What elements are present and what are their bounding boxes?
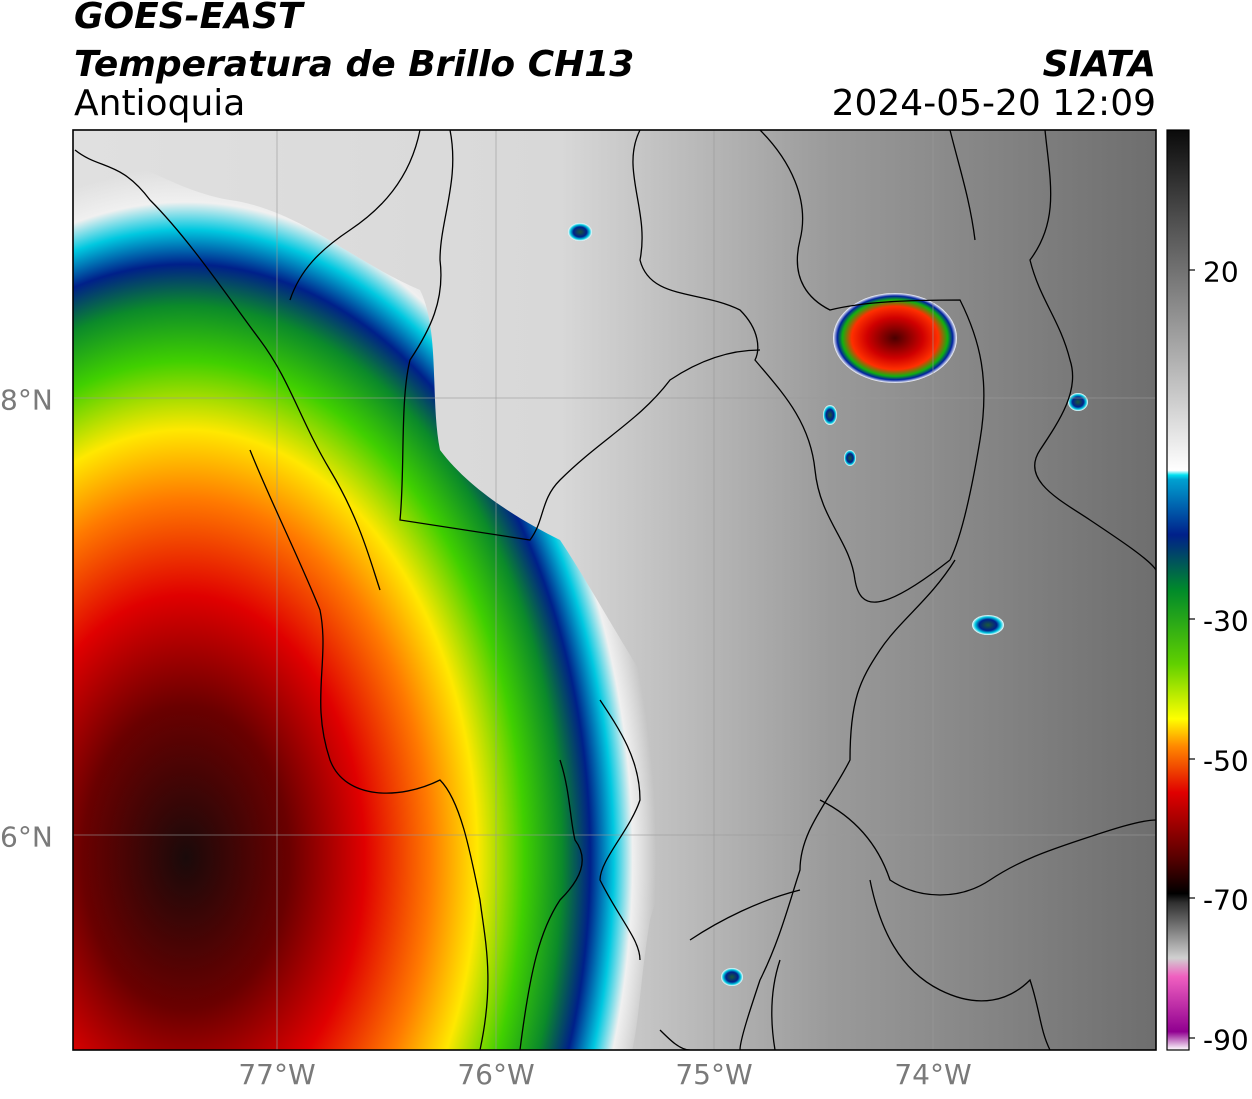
colorbar-tick-label: -70 xyxy=(1203,883,1249,917)
boundaries xyxy=(74,130,1156,1050)
map-title: GOES-EAST xyxy=(74,0,303,37)
colorbar xyxy=(1167,130,1189,1050)
small-cell xyxy=(823,405,837,425)
x-tick-label: 74°W xyxy=(894,1058,972,1091)
y-tick-label: 8°N xyxy=(0,383,53,417)
region-label: Antioquia xyxy=(74,83,246,124)
small-cell xyxy=(1068,393,1088,411)
colorbar-tick-label: -50 xyxy=(1203,744,1249,778)
small-cell xyxy=(972,615,1004,635)
colorbar-tick-label: 20 xyxy=(1203,255,1239,289)
y-tick-label: 6°N xyxy=(0,820,53,854)
colorbar-tick-label: -30 xyxy=(1203,604,1249,638)
cold-cloud-shield xyxy=(73,140,700,1050)
x-tick-label: 75°W xyxy=(675,1058,753,1091)
small-cell xyxy=(568,223,592,241)
small-cell xyxy=(844,450,856,466)
map-area xyxy=(73,130,1156,1050)
colorbar-ticks xyxy=(1189,269,1195,1039)
x-tick-label: 76°W xyxy=(457,1058,535,1091)
map-subtitle: Temperatura de Brillo CH13 xyxy=(74,44,635,85)
agency-label: SIATA xyxy=(1042,44,1156,85)
colorbar-frame xyxy=(1166,129,1190,1051)
colorbar-tick-label: -90 xyxy=(1203,1023,1249,1057)
datetime-label: 2024-05-20 12:09 xyxy=(831,83,1156,124)
map-frame xyxy=(72,129,1157,1051)
small-cell xyxy=(721,968,743,986)
storm-cell-northeast xyxy=(833,293,957,383)
x-tick-label: 77°W xyxy=(238,1058,316,1091)
